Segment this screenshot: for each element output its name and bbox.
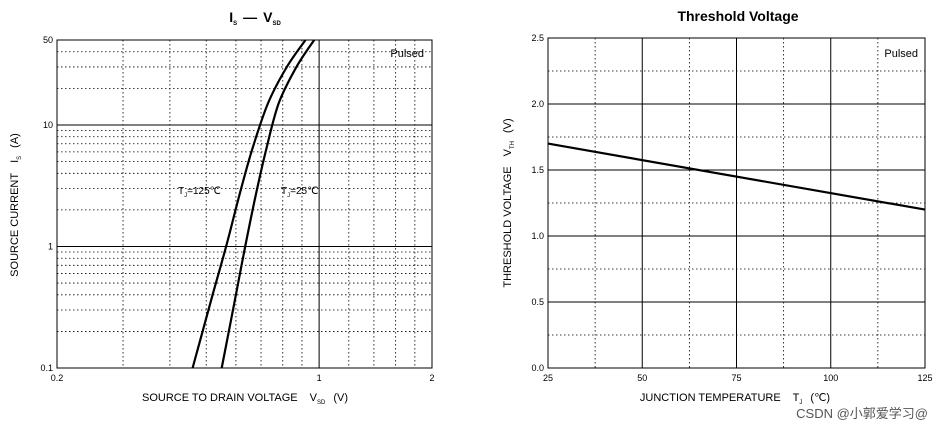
y-tick-label: 1 [48,241,53,251]
series-line-25c [220,39,316,369]
series-line-125c [191,39,307,369]
y-tick-label: 2.0 [531,99,544,109]
series-label-125c: TJ=125℃ [178,186,221,199]
x-tick-label: 50 [637,373,647,383]
series-label-25c: TJ=25℃ [281,186,318,199]
y-tick-label: 1.5 [531,165,544,175]
xlabel-symbol: T [793,392,800,404]
is-vsd-curves [191,39,316,369]
x-tick-label: 2 [429,373,434,383]
y-tick-label: 0.0 [531,363,544,373]
vth-ticks: 25 50 75 100 125 0.0 0.5 1.0 1.5 2.0 2.5 [531,33,932,383]
xlabel-unit: (V) [333,392,348,404]
vth-ylabel: THRESHOLD VOLTAGE VTH (V) [502,118,516,287]
watermark: CSDN @小郭爱学习@ [796,406,928,421]
x-tick-label: 100 [823,373,838,383]
is-vsd-frame [56,39,433,369]
ylabel-symbol: V [502,148,514,156]
ylabel-text: SOURCE CURRENT [9,173,21,277]
xlabel-unit: (℃) [810,392,830,404]
ylabel-text: THRESHOLD VOLTAGE [502,166,514,287]
is-vsd-ticks: 0.2 1 2 0.1 1 10 50 [40,35,434,383]
is-vsd-ylabel: SOURCE CURRENT IS (A) [9,133,23,277]
ylabel-symbol: I [9,160,21,163]
x-tick-label: 0.2 [51,373,64,383]
x-tick-label: 75 [731,373,741,383]
vth-xlabel: JUNCTION TEMPERATURE TJ (℃) [640,392,830,406]
title-dash: — [243,9,257,25]
y-tick-label: 1.0 [531,231,544,241]
y-tick-label: 2.5 [531,33,544,43]
ylabel-unit: (A) [9,133,21,148]
x-tick-label: 125 [917,373,932,383]
title-vsd-subscript: SD [272,21,281,27]
is-vsd-title: IS — VSD [229,9,281,27]
y-tick-label: 0.1 [40,363,53,373]
vth-title: Threshold Voltage [677,8,798,24]
x-tick-label: 25 [543,373,553,383]
is-vsd-xlabel: SOURCE TO DRAIN VOLTAGE VSD (V) [142,392,348,406]
threshold-voltage-chart: 25 50 75 100 125 0.0 0.5 1.0 1.5 2.0 2.5 Threshold… [502,8,933,406]
vth-frame [547,37,926,369]
y-tick-label: 50 [43,35,53,45]
y-tick-label: 0.5 [531,297,544,307]
xlabel-subscript: SD [317,400,326,406]
xlabel-subscript: J [799,400,802,406]
x-tick-label: 1 [317,373,322,383]
vth-curve [547,142,926,211]
vth-note: Pulsed [884,48,918,60]
title-vsd-symbol: V [263,9,273,25]
title-is-symbol: I [229,9,233,25]
xlabel-symbol: V [310,392,318,404]
ylabel-subscript: S [17,156,23,160]
y-tick-label: 10 [43,120,53,130]
ylabel-subscript: TH [510,141,516,149]
ylabel-unit: (V) [502,118,514,133]
xlabel-text: SOURCE TO DRAIN VOLTAGE [142,392,298,404]
is-vsd-grid [57,40,432,368]
is-vsd-note: Pulsed [390,48,424,60]
xlabel-text: JUNCTION TEMPERATURE [640,392,781,404]
title-is-subscript: S [233,21,237,27]
vth-grid [548,38,925,368]
vth-series-line [547,142,926,211]
